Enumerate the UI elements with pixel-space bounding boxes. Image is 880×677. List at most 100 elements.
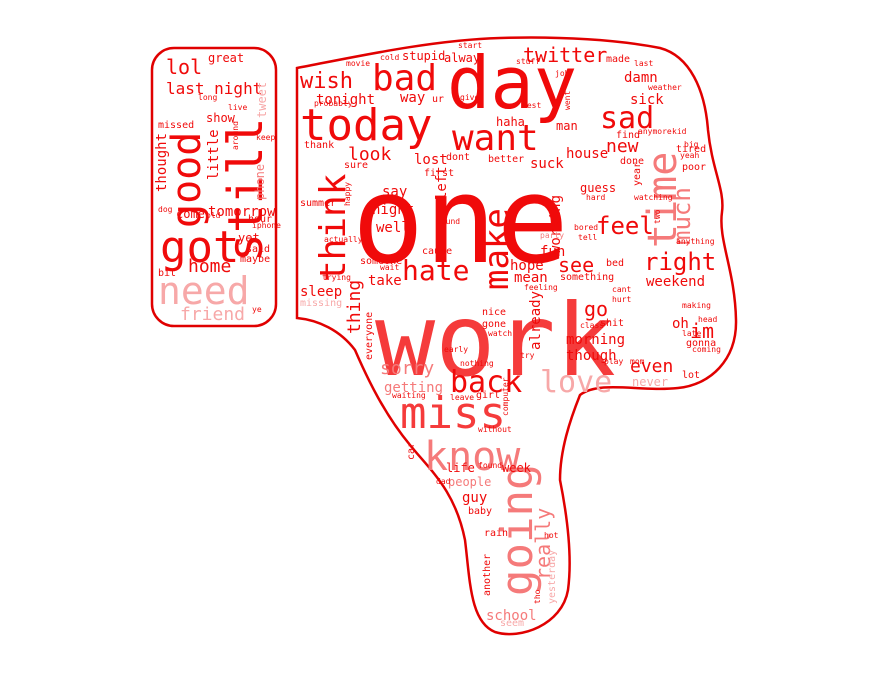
word-lol: lol xyxy=(166,55,202,79)
word-missed: missed xyxy=(158,120,194,131)
word-going: going xyxy=(492,464,543,596)
word-mean: mean xyxy=(514,270,548,286)
word-job: job xyxy=(555,69,570,78)
word-actually: actually xyxy=(324,235,363,244)
word-working: working xyxy=(548,195,564,254)
word-way: way xyxy=(400,90,425,106)
word-night: night xyxy=(372,202,414,218)
word-old: old xyxy=(206,211,221,220)
word-party: party xyxy=(540,231,564,240)
word-probably: probably xyxy=(314,99,353,108)
word-tell: tell xyxy=(578,233,597,242)
word-everyone: everyone xyxy=(364,312,375,360)
word-last-night: last night xyxy=(166,79,262,98)
word-thank: thank xyxy=(304,140,334,151)
word-never: never xyxy=(632,375,668,389)
word-trying: trying xyxy=(322,273,351,282)
word-already: already xyxy=(528,291,544,350)
word-new: new xyxy=(606,136,639,157)
word-stupid: stupid xyxy=(402,49,445,63)
word-twitter: twitter xyxy=(523,43,607,67)
word-phone: phone xyxy=(253,164,267,200)
word-play: play xyxy=(604,357,623,366)
word-see: see xyxy=(558,253,594,277)
word-big: big xyxy=(684,140,699,149)
word-one: one xyxy=(352,152,569,291)
word-really: really xyxy=(531,508,555,580)
word-done: done xyxy=(620,156,644,167)
word-stuff: stuff xyxy=(516,57,540,66)
word-rain: rain xyxy=(484,528,508,539)
word-without: without xyxy=(478,425,512,434)
word-work: work xyxy=(375,282,616,399)
word-happy: happy xyxy=(343,182,352,206)
word-late: late xyxy=(682,329,701,338)
word-hate: hate xyxy=(402,254,469,287)
word-tomorrow: tomorrow xyxy=(208,204,276,220)
word-life: life xyxy=(446,461,475,475)
word-left: left xyxy=(434,166,450,200)
word-guy: guy xyxy=(462,490,487,506)
word-weekend: weekend xyxy=(646,274,705,290)
word-alway: alway xyxy=(444,51,480,65)
word-right: right xyxy=(644,248,716,276)
word-fun: fun xyxy=(540,244,565,260)
word-gonna: gonna xyxy=(686,338,716,349)
word-movie: movie xyxy=(346,59,370,68)
word-yeah: yeah xyxy=(680,151,699,160)
word-much: much xyxy=(668,187,696,245)
word-hope: hope xyxy=(510,258,544,274)
word-bad: bad xyxy=(372,58,437,99)
word-think: think xyxy=(313,173,354,282)
word-look: look xyxy=(348,144,392,165)
cuff-outline xyxy=(150,46,278,328)
word-another: another xyxy=(482,554,493,596)
word-damn: damn xyxy=(624,70,658,86)
word-morning: morning xyxy=(566,332,625,348)
word-im: im xyxy=(690,319,714,343)
word-sad: sad xyxy=(600,101,654,136)
word-hurt: hurt xyxy=(612,295,631,304)
word-dont: dont xyxy=(446,152,470,163)
word-home: home xyxy=(188,256,231,277)
word-back: back xyxy=(450,365,522,400)
word-watch: watch xyxy=(488,329,512,338)
word-go: go xyxy=(584,297,608,321)
word-haha: haha xyxy=(496,115,525,129)
word-ye: ye xyxy=(252,305,262,314)
word-tho: tho xyxy=(533,589,542,604)
word-cold: cold xyxy=(380,53,399,62)
word-ur: ur xyxy=(432,94,444,105)
word-lost: lost xyxy=(414,152,448,168)
word-take: take xyxy=(368,273,402,289)
word-sorry: sorry xyxy=(380,358,434,379)
word-sleep: sleep xyxy=(300,284,342,300)
word-hot: hot xyxy=(544,531,559,540)
word-start: start xyxy=(458,41,482,50)
word-know: know xyxy=(424,434,521,480)
word-give: give xyxy=(460,93,479,102)
word-long: long xyxy=(198,93,217,102)
word-tired: tired xyxy=(676,144,706,155)
word-yet: yet xyxy=(238,231,260,245)
word-live: live xyxy=(228,103,247,112)
word-shit: shit xyxy=(600,318,624,329)
word-hour: hour xyxy=(248,214,272,225)
word-summer: summer xyxy=(300,198,336,209)
word-mom: mom xyxy=(630,357,645,366)
word-dog: dog xyxy=(158,205,173,214)
word-want: want xyxy=(452,118,539,159)
word-little: little xyxy=(206,129,222,180)
word-computer: computer xyxy=(501,377,510,416)
word-class: class xyxy=(580,321,604,330)
word-try: try xyxy=(520,351,535,360)
word-bored: bored xyxy=(574,223,598,232)
word-weather: weather xyxy=(648,83,682,92)
word-say: say xyxy=(382,184,407,200)
word-year: year xyxy=(632,162,643,186)
word-best: best xyxy=(522,101,541,110)
word-bit: bit xyxy=(158,268,176,279)
word-suck: suck xyxy=(530,156,564,172)
word-today: today xyxy=(300,100,432,151)
